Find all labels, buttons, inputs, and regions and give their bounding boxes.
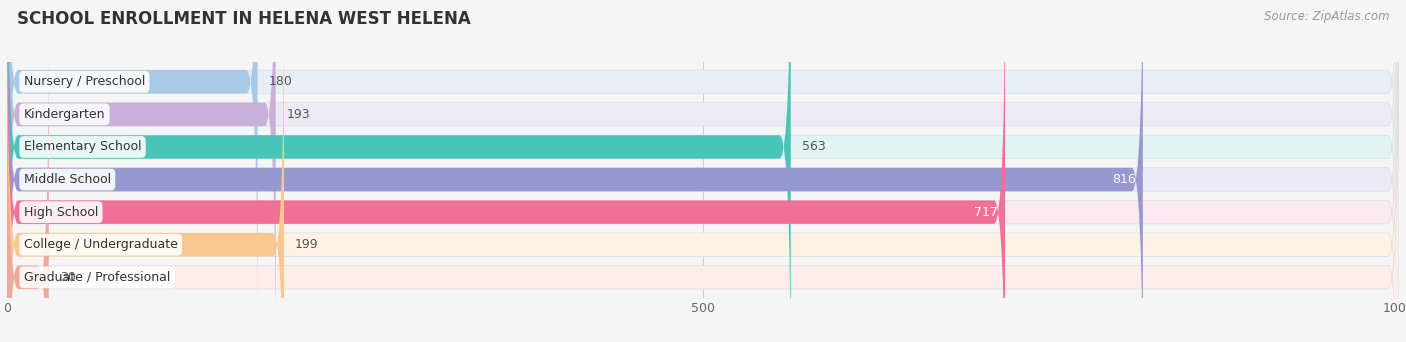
Text: High School: High School bbox=[24, 206, 98, 219]
Text: College / Undergraduate: College / Undergraduate bbox=[24, 238, 177, 251]
Text: 563: 563 bbox=[801, 141, 825, 154]
Text: 816: 816 bbox=[1112, 173, 1136, 186]
FancyBboxPatch shape bbox=[7, 28, 49, 342]
FancyBboxPatch shape bbox=[7, 0, 257, 331]
FancyBboxPatch shape bbox=[7, 0, 790, 342]
Text: 717: 717 bbox=[974, 206, 998, 219]
FancyBboxPatch shape bbox=[7, 0, 284, 342]
Text: Source: ZipAtlas.com: Source: ZipAtlas.com bbox=[1264, 10, 1389, 23]
Text: 30: 30 bbox=[60, 271, 76, 284]
Text: 180: 180 bbox=[269, 75, 292, 88]
Text: 199: 199 bbox=[295, 238, 319, 251]
Text: 193: 193 bbox=[287, 108, 311, 121]
FancyBboxPatch shape bbox=[7, 0, 1399, 342]
FancyBboxPatch shape bbox=[7, 0, 1005, 342]
FancyBboxPatch shape bbox=[7, 0, 1399, 331]
Text: Elementary School: Elementary School bbox=[24, 141, 142, 154]
FancyBboxPatch shape bbox=[7, 28, 1399, 342]
Text: SCHOOL ENROLLMENT IN HELENA WEST HELENA: SCHOOL ENROLLMENT IN HELENA WEST HELENA bbox=[17, 10, 471, 28]
FancyBboxPatch shape bbox=[7, 0, 276, 342]
Text: Kindergarten: Kindergarten bbox=[24, 108, 105, 121]
FancyBboxPatch shape bbox=[7, 0, 1143, 342]
FancyBboxPatch shape bbox=[7, 0, 1399, 342]
FancyBboxPatch shape bbox=[7, 0, 1399, 342]
Text: Middle School: Middle School bbox=[24, 173, 111, 186]
Text: Graduate / Professional: Graduate / Professional bbox=[24, 271, 170, 284]
FancyBboxPatch shape bbox=[7, 0, 1399, 342]
FancyBboxPatch shape bbox=[7, 0, 1399, 342]
Text: Nursery / Preschool: Nursery / Preschool bbox=[24, 75, 145, 88]
